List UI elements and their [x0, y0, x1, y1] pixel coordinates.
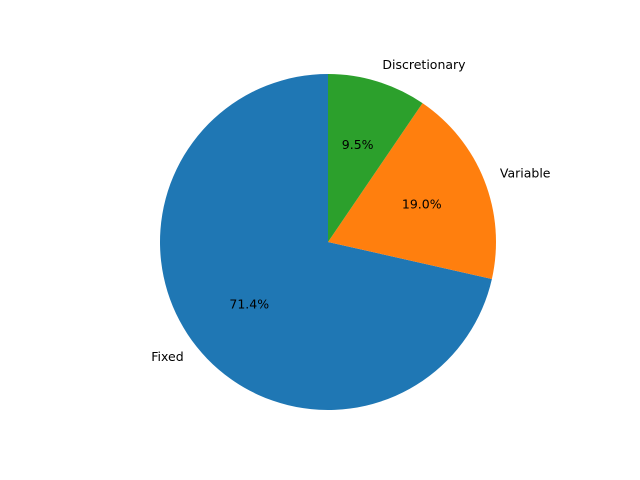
pie-slice-variable [328, 103, 496, 279]
pie-labels: Fixed 71.4% Variable 19.0% Discretionary 9.5% [151, 57, 551, 364]
pct-label-variable: 19.0% [402, 197, 442, 212]
slice-label-discretionary: Discretionary [382, 57, 466, 72]
slice-label-variable: Variable [500, 166, 551, 181]
pct-label-discretionary: 9.5% [342, 137, 374, 152]
pie-slices [160, 74, 496, 410]
pct-label-fixed: 71.4% [229, 296, 269, 311]
slice-label-fixed: Fixed [151, 349, 183, 364]
pie-slice-discretionary [328, 74, 423, 242]
pie-slice-fixed [160, 74, 492, 410]
